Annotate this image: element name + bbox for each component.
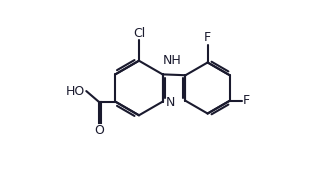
Text: O: O: [95, 124, 104, 137]
Text: NH: NH: [163, 54, 182, 67]
Text: F: F: [243, 94, 250, 107]
Text: F: F: [204, 31, 211, 44]
Text: HO: HO: [66, 85, 85, 98]
Text: N: N: [166, 96, 175, 109]
Text: Cl: Cl: [133, 27, 145, 40]
